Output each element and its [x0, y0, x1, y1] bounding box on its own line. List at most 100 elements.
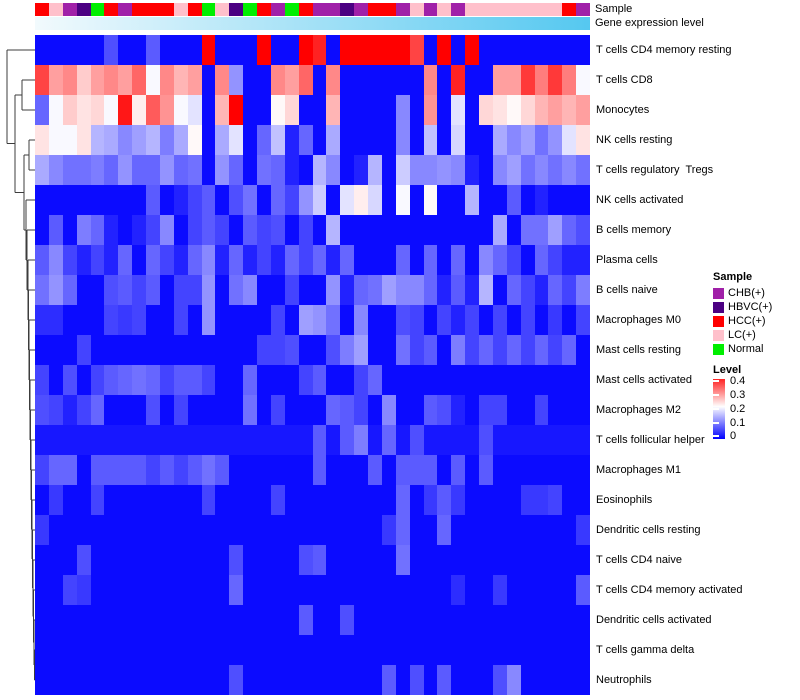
heatmap-cell [159, 65, 174, 95]
heatmap-cell [173, 665, 188, 695]
heatmap-cell [437, 635, 452, 665]
heatmap-cell [159, 425, 174, 455]
heatmap-cell [215, 425, 230, 455]
heatmap-cell [76, 305, 91, 335]
heatmap-cell [284, 545, 299, 575]
heatmap-cell [173, 215, 188, 245]
sample-annotation-cell [381, 3, 396, 16]
heatmap-cell [395, 185, 410, 215]
sample-annotation-cell [506, 3, 521, 16]
heatmap-cell [118, 125, 133, 155]
heatmap-cell [298, 635, 313, 665]
heatmap-cell [479, 365, 493, 395]
sample-annotation-cell [409, 3, 424, 16]
heatmap-cell [201, 365, 216, 395]
heatmap-cell [492, 575, 507, 605]
heatmap-cell [506, 35, 521, 65]
heatmap-cell [368, 125, 382, 155]
heatmap-cell [229, 215, 244, 245]
heatmap-cell [312, 95, 327, 125]
heatmap-cell [257, 545, 271, 575]
heatmap-cell [423, 485, 438, 515]
heatmap-cell [146, 485, 160, 515]
heatmap-cell [548, 635, 563, 665]
heatmap-cell [465, 425, 479, 455]
heatmap-cell [576, 395, 590, 425]
heatmap-cell [298, 665, 313, 695]
heatmap-cell [354, 635, 368, 665]
heatmap-cell [48, 95, 63, 125]
heatmap-cell [146, 215, 160, 245]
heatmap-cell [576, 35, 590, 65]
heatmap-cell [132, 365, 146, 395]
heatmap-cell [381, 425, 396, 455]
heatmap-cell [173, 395, 188, 425]
heatmap-cell [90, 125, 105, 155]
heatmap-cell [506, 455, 521, 485]
heatmap-cell [35, 35, 49, 65]
heatmap-cell [173, 35, 188, 65]
heatmap-cell [257, 635, 271, 665]
heatmap-cell [146, 185, 160, 215]
heatmap-cell [62, 455, 77, 485]
heatmap-cell [146, 125, 160, 155]
heatmap-cell [354, 35, 368, 65]
legend-entry-label: LC(+) [728, 329, 756, 341]
heatmap-cell [548, 125, 563, 155]
heatmap-cell [243, 665, 257, 695]
heatmap-cell [368, 305, 382, 335]
heatmap-cell [159, 35, 174, 65]
heatmap-cell [479, 665, 493, 695]
heatmap-cell [35, 275, 49, 305]
heatmap-cell [354, 275, 368, 305]
heatmap-cell [548, 155, 563, 185]
heatmap-cell [479, 95, 493, 125]
legend-swatch [713, 329, 724, 341]
heatmap-cell [104, 65, 119, 95]
heatmap-cell [132, 575, 146, 605]
heatmap-cell [173, 65, 188, 95]
heatmap-cell [576, 245, 590, 275]
heatmap-cell [520, 155, 535, 185]
heatmap-cell [409, 575, 424, 605]
heatmap-cell [76, 215, 91, 245]
heatmap-cell [548, 455, 563, 485]
heatmap-cell [506, 155, 521, 185]
heatmap-cell [437, 425, 452, 455]
row-label: Plasma cells [596, 254, 658, 266]
heatmap-cell [257, 665, 271, 695]
heatmap-cell [479, 335, 493, 365]
heatmap-cell [187, 395, 202, 425]
level-tick-mark [713, 435, 719, 437]
level-tick-label: 0 [730, 430, 737, 442]
heatmap-cell [173, 245, 188, 275]
heatmap-cell [298, 305, 313, 335]
heatmap-cell [35, 125, 49, 155]
heatmap-cell [35, 485, 49, 515]
heatmap-cell [409, 335, 424, 365]
heatmap-cell [201, 485, 216, 515]
heatmap-cell [562, 335, 577, 365]
sample-annotation-cell [451, 3, 466, 16]
heatmap-cell [451, 635, 466, 665]
heatmap-cell [104, 545, 119, 575]
heatmap-cell [381, 665, 396, 695]
heatmap-cell [159, 185, 174, 215]
heatmap-cell [506, 365, 521, 395]
heatmap-cell [492, 245, 507, 275]
heatmap-cell [62, 335, 77, 365]
sample-annotation-cell [257, 3, 271, 16]
heatmap-cell [354, 335, 368, 365]
heatmap-cell [520, 635, 535, 665]
sample-annotation-cell [215, 3, 230, 16]
heatmap-cell [437, 605, 452, 635]
heatmap-cell [146, 245, 160, 275]
heatmap-cell [340, 365, 355, 395]
heatmap-cell [409, 515, 424, 545]
heatmap-cell [48, 635, 63, 665]
heatmap-cell [576, 155, 590, 185]
heatmap-cell [146, 95, 160, 125]
heatmap-cell [312, 575, 327, 605]
heatmap-cell [548, 35, 563, 65]
sample-annotation-cell [90, 3, 105, 16]
